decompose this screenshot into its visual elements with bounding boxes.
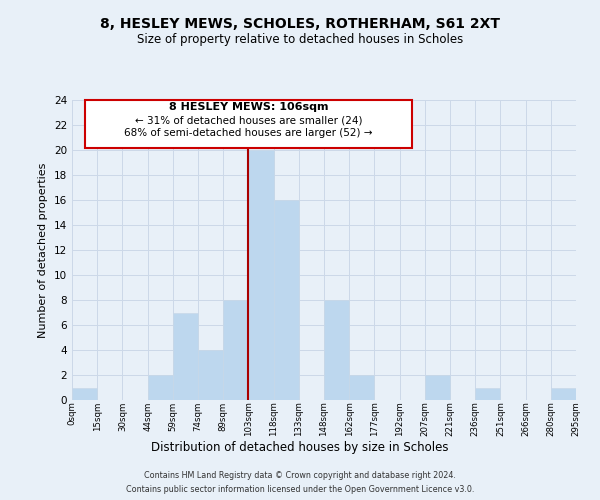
Bar bbox=[324, 300, 349, 400]
Text: Size of property relative to detached houses in Scholes: Size of property relative to detached ho… bbox=[137, 32, 463, 46]
Bar bbox=[349, 375, 374, 400]
Bar bbox=[198, 350, 223, 400]
Text: 8, HESLEY MEWS, SCHOLES, ROTHERHAM, S61 2XT: 8, HESLEY MEWS, SCHOLES, ROTHERHAM, S61 … bbox=[100, 18, 500, 32]
Text: 68% of semi-detached houses are larger (52) →: 68% of semi-detached houses are larger (… bbox=[124, 128, 373, 138]
Bar bbox=[248, 150, 274, 400]
Bar bbox=[72, 388, 97, 400]
Bar bbox=[475, 388, 500, 400]
Text: ← 31% of detached houses are smaller (24): ← 31% of detached houses are smaller (24… bbox=[134, 116, 362, 126]
Bar bbox=[85, 100, 412, 148]
Text: Contains public sector information licensed under the Open Government Licence v3: Contains public sector information licen… bbox=[126, 484, 474, 494]
Text: Distribution of detached houses by size in Scholes: Distribution of detached houses by size … bbox=[151, 441, 449, 454]
Bar bbox=[148, 375, 173, 400]
Bar bbox=[551, 388, 576, 400]
Bar bbox=[425, 375, 450, 400]
Y-axis label: Number of detached properties: Number of detached properties bbox=[38, 162, 49, 338]
Bar bbox=[173, 312, 198, 400]
Text: 8 HESLEY MEWS: 106sqm: 8 HESLEY MEWS: 106sqm bbox=[169, 102, 328, 113]
Text: Contains HM Land Registry data © Crown copyright and database right 2024.: Contains HM Land Registry data © Crown c… bbox=[144, 472, 456, 480]
Bar bbox=[274, 200, 299, 400]
Bar bbox=[223, 300, 248, 400]
